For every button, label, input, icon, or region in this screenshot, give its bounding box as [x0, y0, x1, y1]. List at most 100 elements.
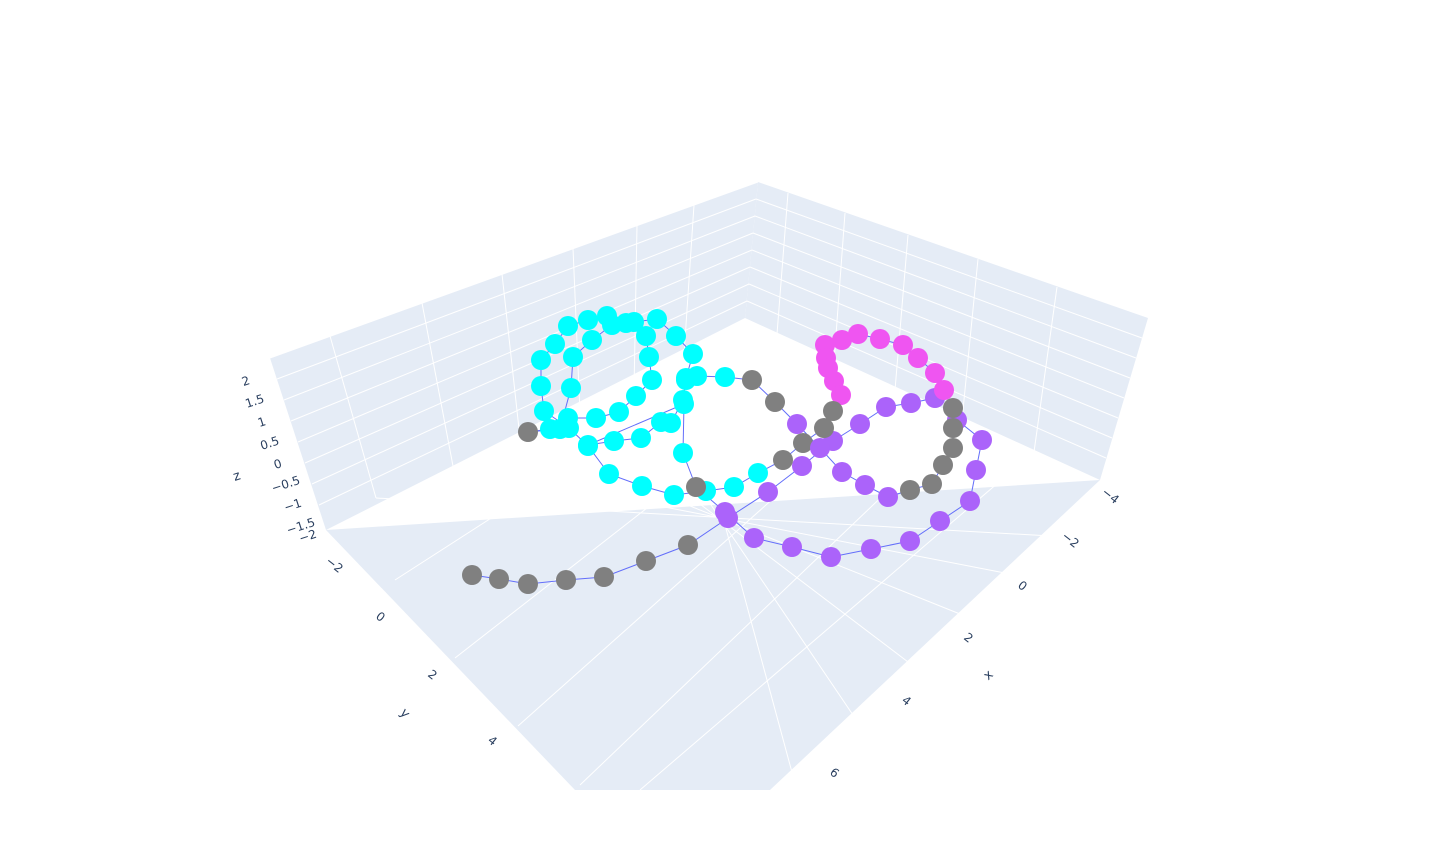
data-point[interactable] — [561, 378, 581, 398]
data-point[interactable] — [744, 528, 764, 548]
z-axis-ticks: 21.510.50−0.5−1−1.5−2 — [240, 373, 318, 545]
data-point[interactable] — [831, 385, 851, 405]
data-point[interactable] — [545, 334, 565, 354]
gridline — [501, 273, 521, 439]
gridline — [754, 215, 1137, 359]
data-point[interactable] — [943, 398, 963, 418]
data-point[interactable] — [582, 330, 602, 350]
data-point[interactable] — [666, 326, 686, 346]
data-point[interactable] — [664, 485, 684, 505]
data-point[interactable] — [850, 414, 870, 434]
z-tick-label: −1 — [282, 496, 303, 515]
gridline — [454, 361, 835, 659]
z-tick-label: 0.5 — [259, 434, 281, 453]
data-point[interactable] — [642, 370, 662, 390]
data-point[interactable] — [586, 408, 606, 428]
data-point[interactable] — [518, 422, 538, 442]
data-trace[interactable] — [462, 306, 992, 594]
data-point[interactable] — [933, 455, 953, 475]
gridline — [776, 192, 789, 335]
data-point[interactable] — [878, 487, 898, 507]
data-point[interactable] — [908, 348, 928, 368]
data-point[interactable] — [922, 474, 942, 494]
data-point[interactable] — [900, 480, 920, 500]
gridline — [311, 283, 750, 485]
floor-plane — [326, 480, 1100, 790]
data-point[interactable] — [821, 547, 841, 567]
data-point[interactable] — [678, 535, 698, 555]
data-point[interactable] — [636, 326, 656, 346]
data-point[interactable] — [647, 309, 667, 329]
y-axis-title: y — [396, 706, 413, 722]
data-point[interactable] — [876, 397, 896, 417]
data-point[interactable] — [925, 363, 945, 383]
gridline — [633, 390, 856, 719]
data-point[interactable] — [972, 430, 992, 450]
data-point[interactable] — [870, 329, 890, 349]
data-point[interactable] — [810, 438, 830, 458]
data-point[interactable] — [626, 386, 646, 406]
data-point[interactable] — [639, 347, 659, 367]
data-point[interactable] — [683, 344, 703, 364]
data-point[interactable] — [848, 324, 868, 344]
data-point[interactable] — [773, 450, 793, 470]
data-point[interactable] — [632, 476, 652, 496]
data-point[interactable] — [832, 462, 852, 482]
data-point[interactable] — [674, 394, 694, 414]
data-point[interactable] — [966, 460, 986, 480]
data-point[interactable] — [673, 443, 693, 463]
data-point[interactable] — [758, 482, 778, 502]
data-point[interactable] — [793, 433, 813, 453]
data-point[interactable] — [901, 393, 921, 413]
data-point[interactable] — [686, 477, 706, 497]
data-point[interactable] — [531, 350, 551, 370]
data-point[interactable] — [742, 370, 762, 390]
data-point[interactable] — [787, 414, 807, 434]
data-point[interactable] — [531, 376, 551, 396]
data-point[interactable] — [855, 475, 875, 495]
data-point[interactable] — [930, 511, 950, 531]
data-point[interactable] — [748, 463, 768, 483]
gridline — [304, 266, 751, 464]
data-point[interactable] — [489, 569, 509, 589]
data-point[interactable] — [609, 402, 629, 422]
data-point[interactable] — [534, 401, 554, 421]
data-point[interactable] — [651, 412, 671, 432]
data-point[interactable] — [823, 401, 843, 421]
gridline — [748, 283, 1113, 439]
data-point[interactable] — [604, 431, 624, 451]
data-point[interactable] — [558, 316, 578, 336]
data-point[interactable] — [631, 428, 651, 448]
data-point[interactable] — [792, 456, 812, 476]
data-point[interactable] — [832, 330, 852, 350]
data-point[interactable] — [563, 347, 583, 367]
data-point[interactable] — [934, 380, 954, 400]
data-point[interactable] — [943, 418, 963, 438]
data-point[interactable] — [599, 464, 619, 484]
data-point[interactable] — [814, 418, 834, 438]
data-point[interactable] — [594, 567, 614, 587]
data-point[interactable] — [602, 315, 622, 335]
data-point[interactable] — [578, 435, 598, 455]
data-point[interactable] — [715, 367, 735, 387]
data-point[interactable] — [636, 551, 656, 571]
data-point[interactable] — [624, 312, 644, 332]
trace-markers[interactable] — [462, 306, 992, 594]
data-point[interactable] — [900, 531, 920, 551]
data-point[interactable] — [960, 491, 980, 511]
data-point[interactable] — [550, 419, 570, 439]
data-point[interactable] — [724, 477, 744, 497]
data-point[interactable] — [893, 335, 913, 355]
data-point[interactable] — [765, 392, 785, 412]
data-point[interactable] — [462, 565, 482, 585]
data-point[interactable] — [518, 574, 538, 594]
data-point[interactable] — [715, 502, 735, 522]
data-point[interactable] — [676, 370, 696, 390]
data-point[interactable] — [578, 310, 598, 330]
data-point[interactable] — [861, 539, 881, 559]
data-point[interactable] — [782, 537, 802, 557]
data-point[interactable] — [943, 438, 963, 458]
data-point[interactable] — [556, 570, 576, 590]
